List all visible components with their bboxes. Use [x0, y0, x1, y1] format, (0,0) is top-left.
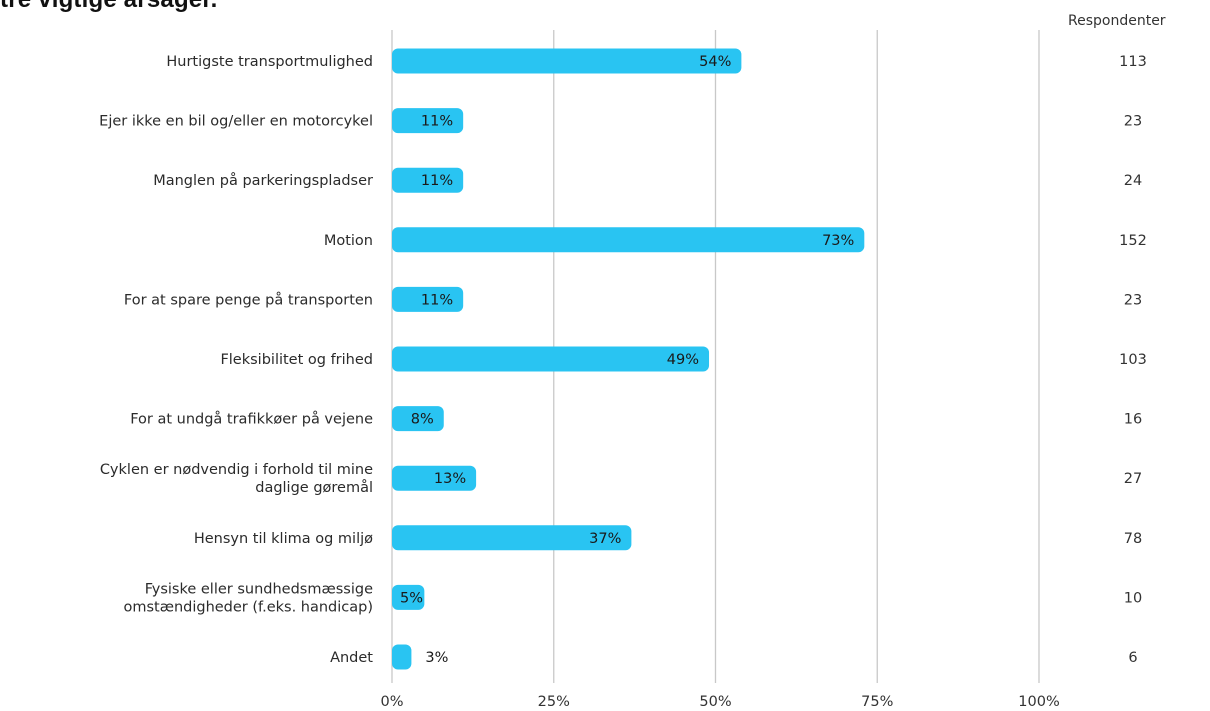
respondents-count: 16	[1124, 412, 1142, 428]
data-label: 49%	[667, 352, 699, 368]
respondents-count: 103	[1119, 352, 1147, 368]
data-label: 11%	[421, 292, 453, 308]
category-label: Motion	[324, 233, 373, 249]
bar	[392, 465, 477, 491]
category-label: Manglen på parkeringspladser	[153, 172, 373, 189]
bar	[392, 48, 742, 74]
category-label: Fysiske eller sundhedsmæssige omstændighe…	[123, 581, 373, 615]
bar	[392, 286, 464, 312]
bar	[392, 584, 425, 610]
bar	[392, 108, 464, 134]
x-tick-label: 100%	[1018, 694, 1059, 710]
respondents-count: 24	[1124, 173, 1142, 189]
bar	[392, 167, 464, 193]
category-label: Hensyn til klima og miljø	[194, 531, 373, 547]
bar	[392, 346, 710, 372]
respondents-count: 27	[1124, 471, 1142, 487]
bar	[392, 644, 412, 670]
data-label: 54%	[699, 54, 731, 70]
bar	[392, 406, 444, 432]
data-label: 37%	[589, 531, 621, 547]
data-label: 73%	[822, 233, 854, 249]
data-label: 11%	[421, 114, 453, 130]
category-label: Fleksibilitet og frihed	[220, 352, 373, 368]
bar	[392, 525, 632, 551]
category-label: For at spare penge på transporten	[124, 291, 373, 308]
respondents-count: 78	[1124, 531, 1142, 547]
category-label: Hurtigste transportmulighed	[166, 54, 373, 70]
x-tick-label: 75%	[861, 694, 893, 710]
respondents-count: 6	[1128, 650, 1137, 666]
respondents-count: 10	[1124, 590, 1142, 606]
respondents-header: Respondenter	[1068, 13, 1166, 29]
category-label: For at undgå trafikkøer på vejene	[130, 411, 373, 428]
respondents-count: 23	[1124, 292, 1142, 308]
respondents-count: 23	[1124, 114, 1142, 130]
category-label: Ejer ikke en bil og/eller en motorcykel	[99, 114, 373, 130]
category-label: Cyklen er nødvendig i forhold til mine da…	[100, 462, 373, 496]
x-tick-label: 0%	[380, 694, 403, 710]
data-label: 3%	[425, 650, 448, 666]
x-tick-label: 25%	[538, 694, 570, 710]
respondents-count: 113	[1119, 54, 1147, 70]
data-label: 5%	[400, 590, 423, 606]
data-label: 11%	[421, 173, 453, 189]
data-label: 8%	[411, 412, 434, 428]
bar	[392, 227, 865, 253]
category-label: Andet	[330, 650, 373, 666]
respondents-count: 152	[1119, 233, 1147, 249]
x-tick-label: 50%	[699, 694, 731, 710]
page-title: tre vigtige årsager.	[0, 0, 217, 14]
data-label: 13%	[434, 471, 466, 487]
